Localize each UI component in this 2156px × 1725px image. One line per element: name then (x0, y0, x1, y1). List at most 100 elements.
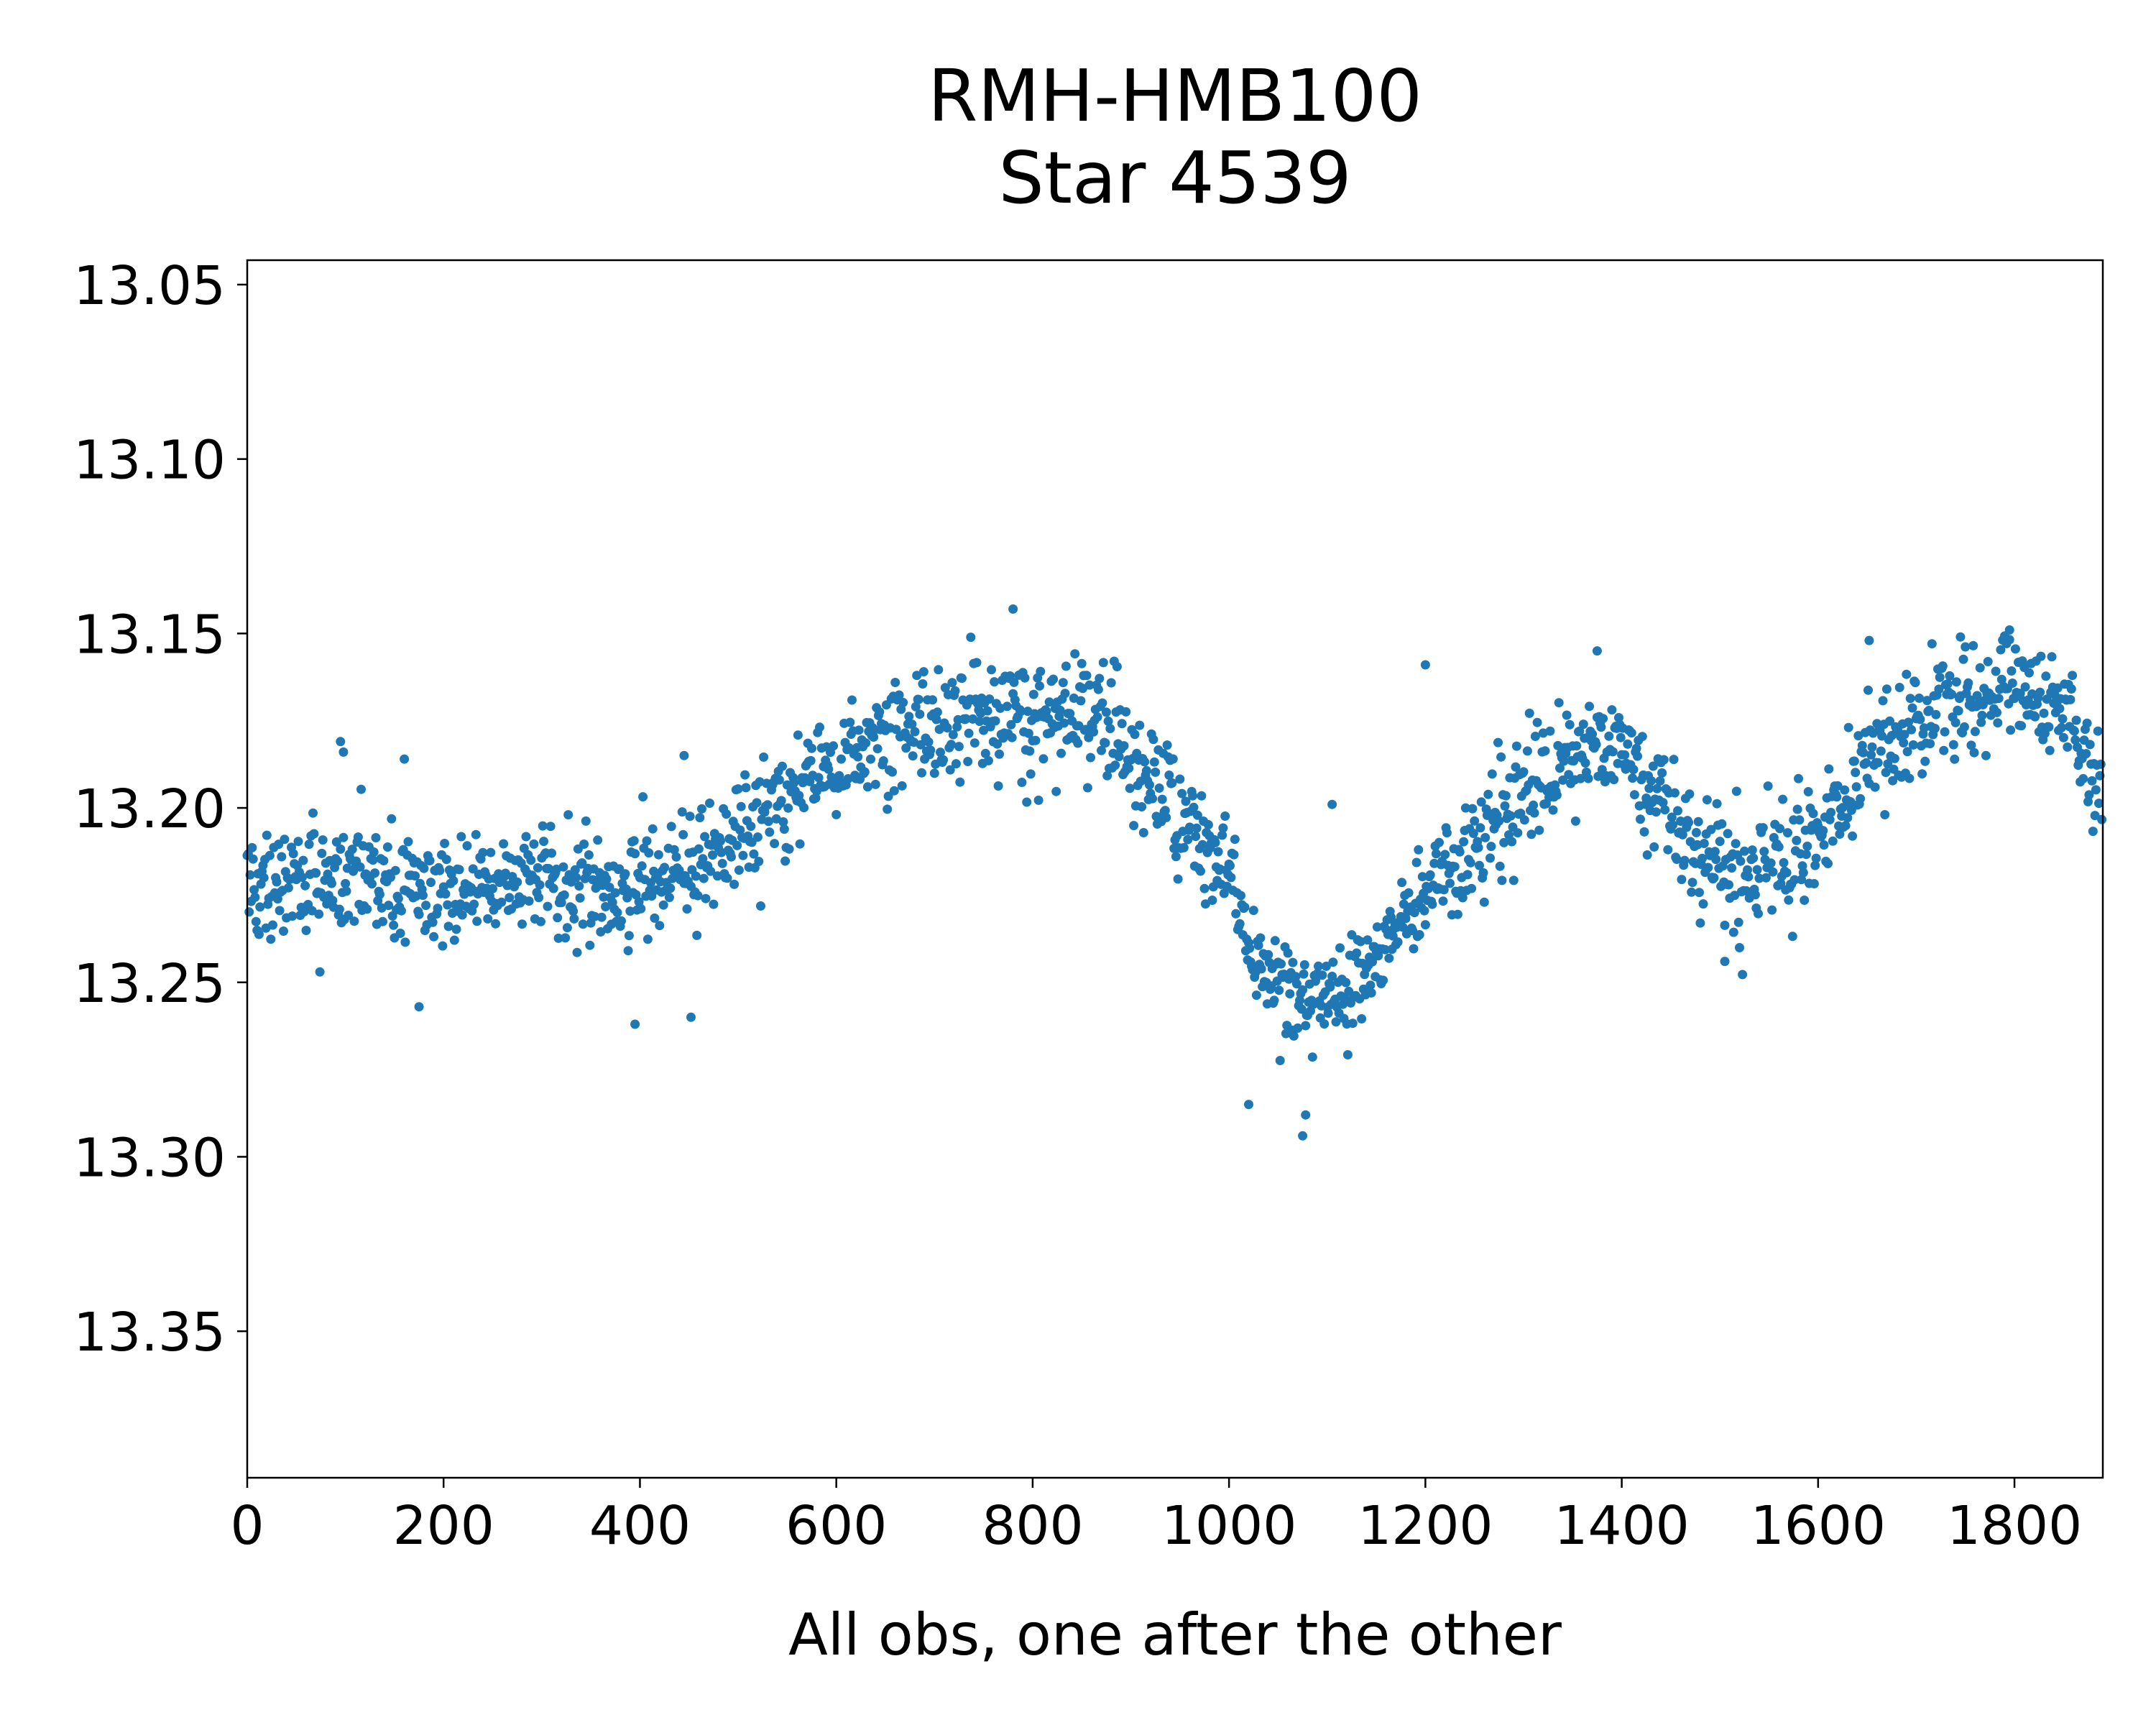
data-point (1175, 774, 1185, 784)
data-point (754, 857, 764, 866)
data-point (1457, 893, 1468, 903)
data-point (1532, 717, 1542, 727)
data-point (2066, 684, 2076, 694)
data-point (367, 879, 377, 889)
data-point (441, 855, 451, 865)
data-point (1393, 937, 1403, 947)
data-point (590, 911, 600, 921)
data-point (1633, 751, 1642, 761)
data-point (1404, 888, 1414, 898)
data-point (1915, 714, 1925, 724)
data-point (563, 810, 573, 820)
data-point (298, 855, 308, 865)
data-point (642, 836, 652, 846)
data-point (636, 903, 646, 914)
data-point (948, 730, 958, 740)
data-point (1496, 752, 1506, 762)
data-point (1747, 845, 1757, 855)
data-point (1702, 795, 1712, 805)
data-point (1720, 957, 1730, 967)
data-point (1177, 788, 1187, 799)
data-point (1904, 717, 1913, 727)
data-point (1798, 868, 1808, 878)
data-point (1873, 758, 1883, 768)
data-point (1425, 870, 1435, 880)
data-point (1164, 770, 1174, 780)
data-point (1680, 855, 1690, 865)
data-point (553, 933, 563, 943)
data-point (1787, 932, 1797, 942)
data-point (314, 909, 324, 919)
data-point (916, 740, 926, 750)
data-point (1073, 738, 1083, 748)
data-point (866, 754, 875, 764)
data-point (1100, 738, 1110, 748)
data-point (574, 881, 584, 891)
data-point (1253, 940, 1263, 950)
data-point (1575, 726, 1585, 736)
data-point (1366, 988, 1376, 998)
data-point (266, 934, 276, 944)
data-point (2007, 666, 2017, 676)
data-point (1384, 953, 1394, 963)
data-point (553, 913, 563, 923)
data-point (1480, 832, 1491, 842)
data-point (950, 686, 960, 696)
data-point (1628, 765, 1639, 775)
data-point (701, 893, 711, 903)
data-point (1070, 649, 1080, 659)
data-point (1056, 748, 1066, 758)
data-point (1870, 782, 1880, 792)
data-point (1478, 868, 1488, 878)
data-point (2036, 651, 2046, 661)
data-point (951, 759, 961, 769)
data-point (1940, 727, 1950, 737)
data-point (756, 901, 765, 911)
data-point (1002, 702, 1012, 712)
data-point (1711, 855, 1721, 865)
data-point (421, 901, 431, 911)
x-axis-ticks: 0 200 400 600 800 1000 1200 1400 1600 1800 (230, 1478, 2082, 1557)
data-point (389, 920, 399, 930)
data-point (596, 912, 607, 922)
data-point (957, 673, 967, 684)
data-point (1189, 802, 1199, 812)
data-point (2091, 785, 2101, 795)
data-point (1331, 1017, 1341, 1027)
data-point (1794, 773, 1803, 783)
data-point (932, 707, 942, 717)
data-point (979, 725, 989, 735)
data-point (1642, 850, 1652, 860)
data-point (686, 1012, 696, 1022)
data-point (478, 847, 488, 857)
data-point (658, 900, 668, 910)
data-point (862, 782, 872, 792)
data-point (1698, 899, 1708, 909)
data-point (1141, 765, 1151, 776)
data-point (1459, 837, 1469, 847)
data-point (669, 845, 679, 855)
data-point (1025, 746, 1035, 756)
data-point (1299, 969, 1309, 979)
data-point (1368, 957, 1378, 967)
data-point (472, 916, 482, 926)
data-point (908, 751, 918, 761)
data-point (1102, 770, 1112, 781)
data-point (1450, 862, 1460, 872)
data-point (1225, 861, 1235, 870)
data-point (1397, 878, 1407, 888)
data-point (931, 714, 941, 724)
data-point (752, 798, 762, 808)
data-point (1818, 826, 1828, 836)
data-point (691, 871, 701, 881)
data-point (861, 738, 871, 748)
data-point (1041, 707, 1051, 716)
data-point (912, 671, 922, 681)
y-tick-label: 13.20 (73, 778, 226, 840)
data-point (2068, 671, 2078, 681)
data-point (1614, 713, 1623, 722)
data-point (1710, 847, 1720, 857)
data-point (1093, 684, 1103, 694)
data-point (2024, 668, 2034, 678)
data-point (1373, 951, 1383, 961)
